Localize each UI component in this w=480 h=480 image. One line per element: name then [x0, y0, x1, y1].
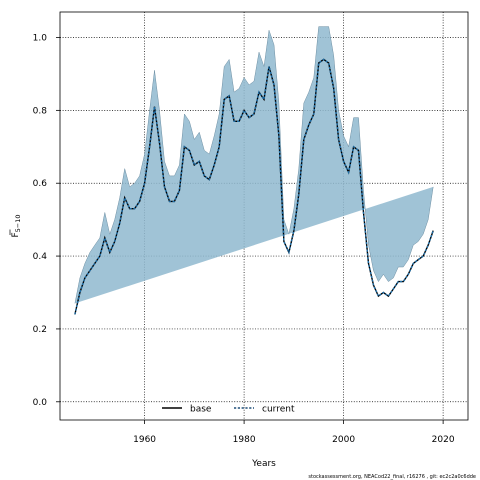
y-tick-label: 1.0 [33, 34, 48, 44]
x-tick-label: 2000 [332, 435, 355, 445]
y-tick-label: 0.6 [33, 179, 48, 189]
y-tick-label: 0.4 [33, 252, 48, 262]
y-tick-label: 0.0 [33, 398, 48, 408]
x-axis-title: Years [251, 459, 276, 469]
svg-text:F5−10: F5−10 [11, 214, 22, 237]
y-axis-title-sub: 5−10 [14, 214, 22, 232]
x-tick-label: 1960 [133, 435, 156, 445]
confidence-band [74, 26, 434, 304]
y-tick-label: 0.8 [33, 106, 48, 116]
y-axis-title: F5−10 [9, 214, 22, 238]
x-tick-label: 1980 [233, 435, 256, 445]
x-axis: 1960 1980 2000 2020 [133, 420, 455, 445]
y-axis: 0.0 0.2 0.4 0.6 0.8 1.0 [33, 34, 60, 408]
plot-area [59, 11, 469, 421]
confidence-band-area [74, 26, 434, 304]
x-tick-label: 2020 [432, 435, 455, 445]
series-line-current [74, 58, 434, 315]
footer-credit: stockassessment.org, NEACod22_final, r16… [308, 474, 476, 480]
y-axis-title-main: F [11, 232, 21, 237]
legend-label-current: current [262, 405, 295, 415]
legend-label-base: base [190, 405, 212, 415]
series-lines [74, 58, 434, 315]
y-tick-label: 0.2 [33, 325, 47, 335]
legend: base current [162, 405, 295, 415]
